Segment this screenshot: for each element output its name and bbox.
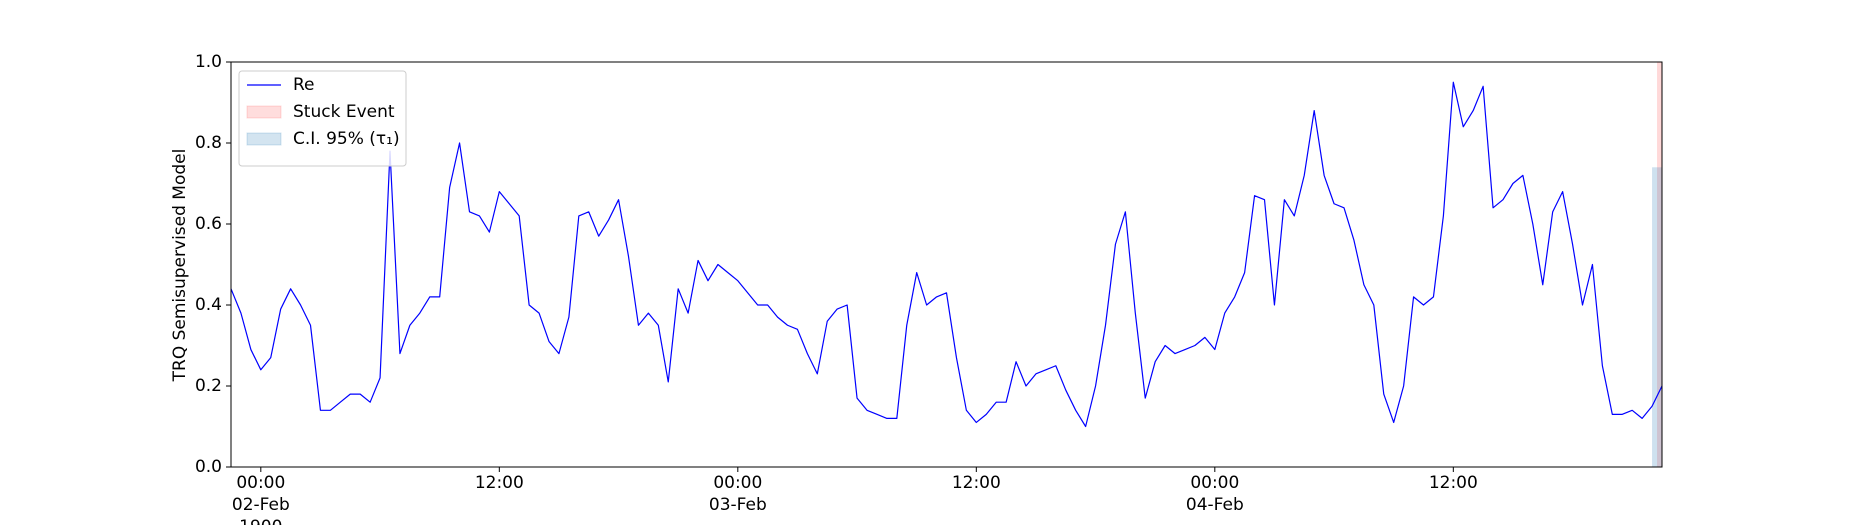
legend: Re Stuck Event C.I. 95% (τ₁)	[238, 70, 407, 167]
legend-label: Re	[293, 75, 315, 95]
x-tick-label: 12:00	[1428, 473, 1478, 493]
x-tick-label: 00:00 04-Feb	[1185, 473, 1244, 515]
line	[230, 81, 1663, 428]
y-tick-label: 0.4	[195, 295, 222, 315]
band	[1652, 167, 1662, 468]
x-tick-label: 12:00	[474, 473, 524, 493]
legend-patch	[246, 105, 282, 119]
y-tick-label: 0.2	[195, 376, 222, 396]
legend-box	[238, 70, 407, 167]
plot-frame	[230, 61, 1663, 468]
y-tick-label: 0.6	[195, 214, 222, 234]
y-axis-label: TRQ Semisupervised Model	[170, 149, 190, 383]
y-tick-label: 0.0	[195, 457, 222, 477]
band	[1657, 62, 1662, 467]
y-tick-label: 0.8	[195, 133, 222, 153]
legend-label: C.I. 95% (τ₁)	[293, 129, 400, 149]
legend-patch	[246, 132, 282, 146]
x-tick-label: 00:00 03-Feb	[708, 473, 767, 515]
legend-label: Stuck Event	[293, 102, 395, 122]
x-tick-label: 12:00	[951, 473, 1001, 493]
x-tick-label: 00:00 02-Feb 1900	[231, 473, 290, 525]
y-tick-label: 1.0	[195, 52, 222, 72]
